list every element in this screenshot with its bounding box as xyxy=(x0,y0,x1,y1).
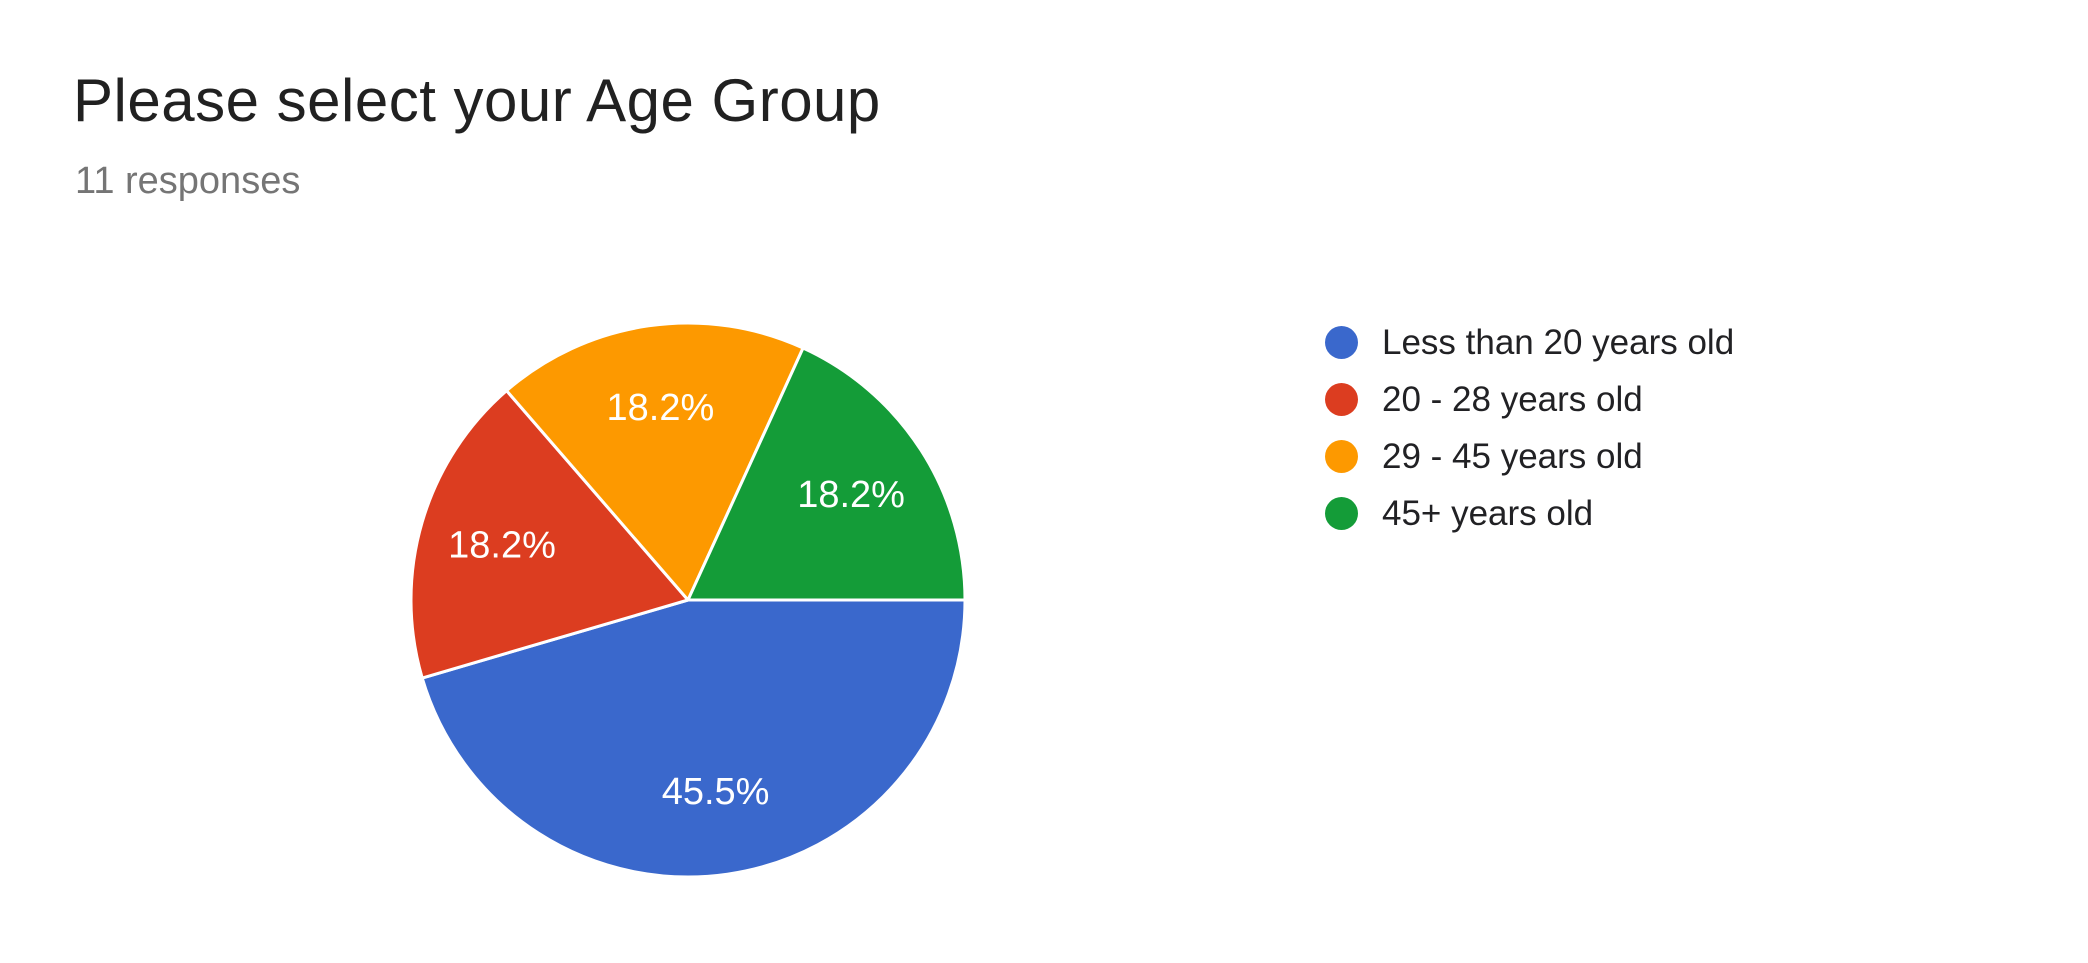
legend-item: 20 - 28 years old xyxy=(1325,371,1734,428)
legend-color-dot xyxy=(1325,440,1358,473)
slice-percent-label: 18.2% xyxy=(607,387,715,429)
legend-color-dot xyxy=(1325,383,1358,416)
slice-percent-label: 18.2% xyxy=(797,474,905,516)
legend-item-label: 20 - 28 years old xyxy=(1382,379,1643,419)
pie-chart: 45.5% 18.2% 18.2% 18.2% xyxy=(409,321,967,879)
slice-percent-label: 45.5% xyxy=(662,771,770,813)
legend-item-label: 45+ years old xyxy=(1382,493,1594,533)
pie-slice[interactable] xyxy=(420,598,967,879)
legend-item-label: 29 - 45 years old xyxy=(1382,436,1643,476)
legend-item: Less than 20 years old xyxy=(1325,314,1734,371)
slice-percent-label: 18.2% xyxy=(448,524,556,566)
question-title: Please select your Age Group xyxy=(73,67,881,134)
pie-slice[interactable] xyxy=(505,321,805,602)
chart-legend: Less than 20 years old 20 - 28 years old 2… xyxy=(1325,314,1734,542)
pie-slice[interactable] xyxy=(686,346,967,602)
legend-color-dot xyxy=(1325,326,1358,359)
legend-color-dot xyxy=(1325,497,1358,530)
legend-item: 29 - 45 years old xyxy=(1325,428,1734,485)
legend-item-label: Less than 20 years old xyxy=(1382,322,1735,362)
pie-slice[interactable] xyxy=(409,389,690,680)
response-count: 11 responses xyxy=(75,160,301,202)
legend-item: 45+ years old xyxy=(1325,485,1734,542)
